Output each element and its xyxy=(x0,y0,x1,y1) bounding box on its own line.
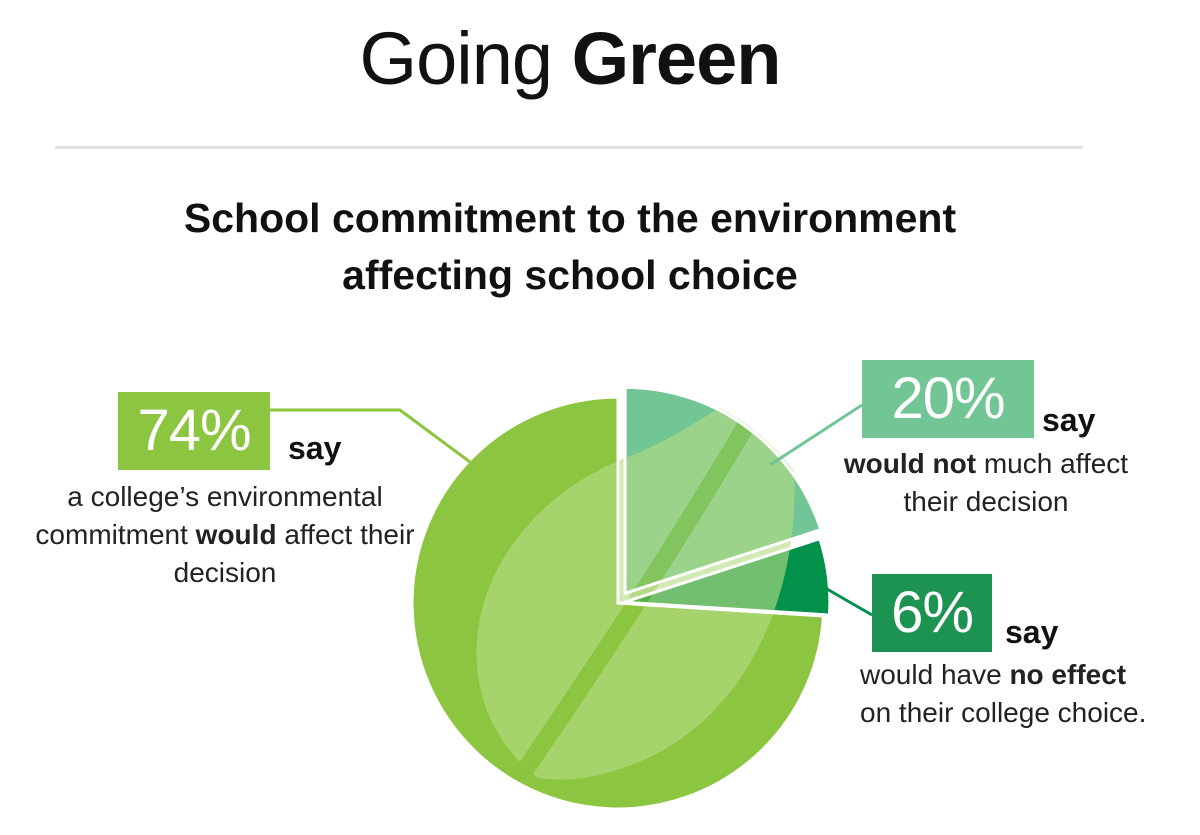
desc-would-not-part-2: would not xyxy=(843,448,977,479)
pct-label-would: 74% xyxy=(118,392,270,470)
desc-would-part-1: a college’s environmental commitment xyxy=(35,481,383,550)
pct-label-no-effect: 6% xyxy=(872,574,992,652)
title-bold-word: Green xyxy=(571,17,782,100)
desc-would-part-2: would xyxy=(195,519,277,550)
say-label-would-not: say xyxy=(1042,402,1096,438)
desc-no-effect-part-3: on their college choice. xyxy=(860,697,1147,728)
desc-no-effect-part-1: would have xyxy=(860,659,1010,690)
desc-would-not-part-3: much affect their decision xyxy=(903,448,1129,517)
chart-title-line-2: affecting school choice xyxy=(342,252,798,298)
leader-line-no-effect xyxy=(819,583,873,617)
title-divider xyxy=(55,146,1083,149)
desc-no-effect-part-2: no effect xyxy=(1009,659,1127,690)
pie-slice-would-not-outline xyxy=(623,385,823,596)
chart-title: School commitment to the environment aff… xyxy=(0,190,1140,304)
desc-would: a college’s environmental commitment wou… xyxy=(20,478,430,592)
desc-would-not: would not much affect their decision xyxy=(826,445,1146,521)
leader-line-would-not xyxy=(769,403,863,467)
desc-would-part-3: affect their decision xyxy=(173,519,415,588)
pct-label-would-not: 20% xyxy=(862,360,1034,438)
page-title: Going Green xyxy=(0,16,1140,102)
say-label-would: say xyxy=(288,430,342,466)
title-light-word: Going xyxy=(359,17,553,100)
leader-line-would xyxy=(270,408,471,464)
pie-slice-no-effect-outline xyxy=(623,536,832,617)
pie-slice-would-outline xyxy=(410,395,826,811)
say-label-no-effect: say xyxy=(1005,614,1059,650)
desc-no-effect: would have no effect on their college ch… xyxy=(860,656,1160,732)
chart-title-line-1: School commitment to the environment xyxy=(183,195,957,241)
